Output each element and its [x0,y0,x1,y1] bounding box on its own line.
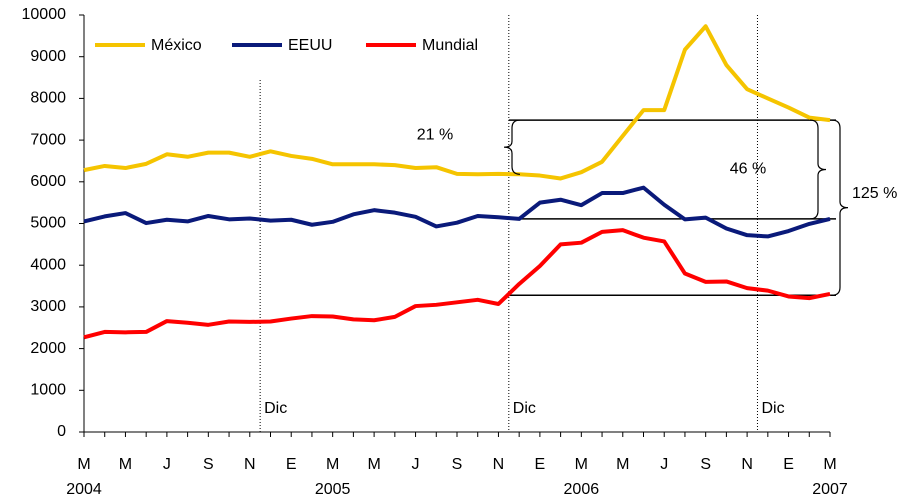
bracket-label: 125 % [852,185,897,202]
year-label: 2005 [315,481,351,498]
x-tick-label: N [741,456,753,473]
bracket-label: 46 % [730,161,766,178]
y-tick-label: 4000 [30,256,66,273]
x-tick-label: M [823,456,836,473]
x-tick-label: M [119,456,132,473]
x-tick-label: N [244,456,256,473]
y-tick-label: 8000 [30,90,66,107]
x-tick-label: E [783,456,794,473]
x-tick-label: S [203,456,214,473]
y-tick-label: 2000 [30,340,66,357]
x-tick-label: M [367,456,380,473]
x-tick-label: J [163,456,171,473]
y-tick-label: 6000 [30,173,66,190]
x-tick-label: N [493,456,505,473]
legend-label: Mundial [422,37,478,54]
bracket-label: 21 % [417,126,453,143]
bracket [809,119,827,220]
y-tick-label: 0 [57,423,66,440]
y-tick-label: 9000 [30,48,66,65]
year-label: 2004 [66,481,102,498]
x-tick-label: S [700,456,711,473]
series-line [83,185,831,239]
y-tick-label: 5000 [30,215,66,232]
series-line [83,24,831,181]
x-tick-label: M [616,456,629,473]
bracket [503,119,521,175]
year-label: 2006 [564,481,600,498]
year-label: 2007 [812,481,848,498]
y-tick-label: 10000 [22,6,67,23]
marker-label: Dic [264,400,287,417]
y-tick-label: 1000 [30,382,66,399]
x-tick-label: E [286,456,297,473]
x-tick-label: M [575,456,588,473]
bracket [831,119,849,296]
marker-label: Dic [761,400,784,417]
marker-label: Dic [513,400,536,417]
x-tick-label: E [535,456,546,473]
x-tick-label: S [452,456,463,473]
series-line [83,228,831,340]
x-tick-label: J [412,456,420,473]
y-tick-label: 7000 [30,131,66,148]
y-tick-label: 3000 [30,298,66,315]
x-tick-label: M [77,456,90,473]
legend-label: México [151,37,202,54]
legend-label: EEUU [288,37,332,54]
x-tick-label: J [660,456,668,473]
x-tick-label: M [326,456,339,473]
